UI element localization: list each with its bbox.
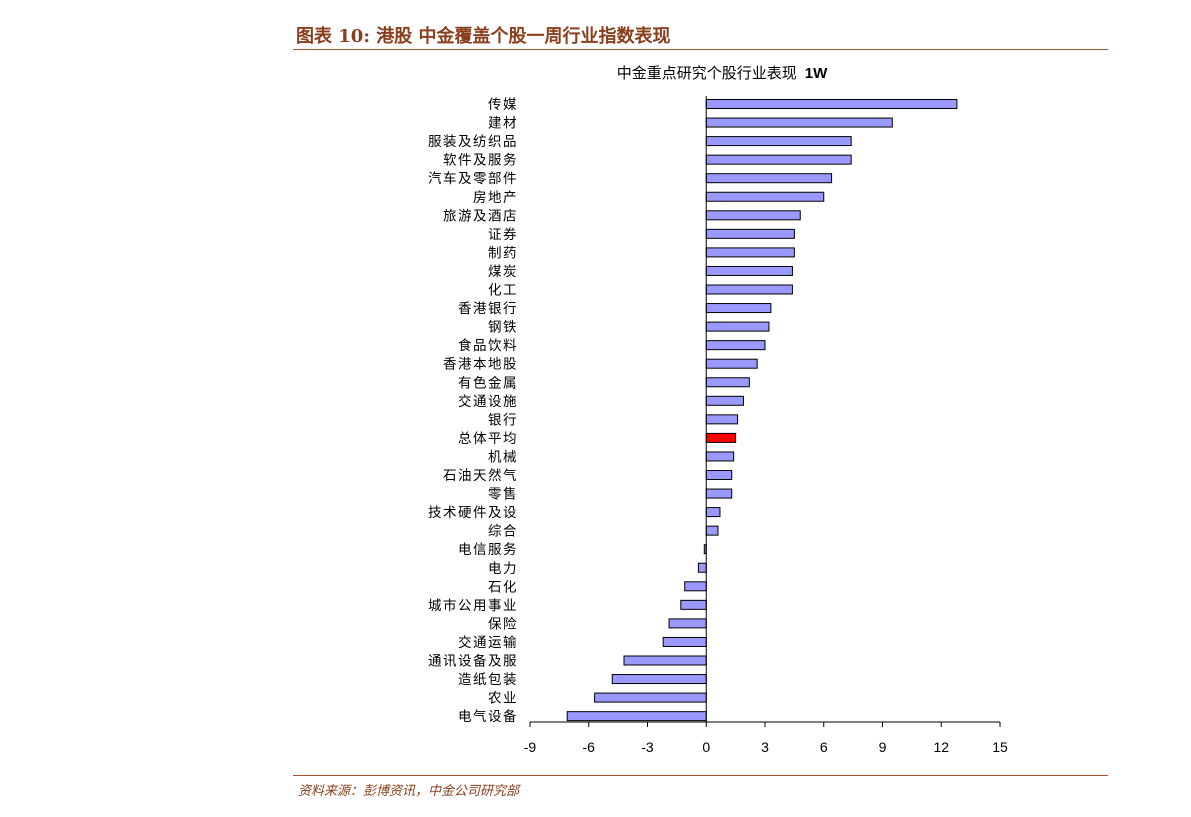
category-label-29: 交通运输: [458, 634, 518, 651]
chart-title-main: 中金重点研究个股行业表现: [617, 64, 797, 82]
category-label-2: 服装及纺织品: [428, 134, 518, 150]
category-label-27: 城市公用事业: [428, 597, 518, 614]
bar-2: [705, 136, 852, 147]
bar-20: [705, 470, 733, 480]
x-tick-label-4: 3: [761, 739, 769, 755]
category-label-7: 证券: [488, 227, 518, 243]
bar-33: [566, 711, 707, 722]
category-label-30: 通讯设备及服: [428, 653, 518, 670]
bar-9: [705, 265, 793, 276]
category-label-1: 建材: [488, 116, 518, 132]
bar-10: [705, 284, 793, 295]
category-label-28: 保险: [488, 616, 518, 632]
bar-25: [697, 562, 707, 573]
x-tick-label-1: -6: [583, 739, 596, 755]
bar-21: [705, 488, 733, 499]
figure-title: 图表 10: 港股 中金覆盖个股一周行业指数表现: [296, 26, 671, 47]
bar-18: [705, 432, 737, 443]
x-tick-label-2: -3: [641, 739, 654, 755]
bar-29: [662, 636, 707, 647]
category-label-16: 交通设施: [458, 393, 518, 410]
category-label-11: 香港银行: [458, 301, 518, 317]
bar-26: [684, 581, 707, 592]
category-label-19: 机械: [488, 449, 518, 465]
bar-15: [705, 377, 750, 388]
x-tick-label-3: 0: [702, 739, 710, 755]
chart-title-period: 1W: [805, 65, 828, 82]
category-label-18: 总体平均: [458, 431, 518, 447]
category-label-12: 钢铁: [488, 320, 518, 336]
category-label-9: 煤炭: [488, 264, 518, 280]
category-label-26: 石化: [488, 579, 518, 595]
bar-8: [705, 247, 795, 258]
category-label-21: 零售: [488, 487, 518, 503]
source-divider: [293, 775, 1108, 776]
bar-30: [623, 655, 707, 666]
bar-23: [705, 525, 719, 536]
x-tick-label-5: 6: [820, 739, 828, 755]
x-tick-label-7: 12: [933, 739, 949, 755]
category-label-14: 香港本地股: [443, 357, 518, 373]
bar-5: [705, 191, 825, 202]
bar-27: [680, 599, 707, 610]
bar-16: [705, 395, 744, 406]
bar-22: [705, 507, 721, 518]
x-axis: -9 -6 -3 0 3 6 9 12 15: [524, 721, 1008, 755]
bar-17: [705, 414, 739, 425]
category-label-10: 化工: [488, 283, 518, 299]
category-label-6: 旅游及酒店: [443, 208, 518, 224]
bar-3: [705, 154, 852, 165]
bar-28: [668, 618, 707, 629]
x-tick-label-0: -9: [524, 739, 537, 755]
category-label-33: 电气设备: [458, 708, 518, 725]
bar-4: [705, 173, 833, 184]
bar-32: [594, 692, 707, 703]
x-tick-label-6: 9: [879, 739, 887, 755]
category-label-13: 食品饮料: [458, 337, 518, 354]
category-label-17: 银行: [488, 412, 518, 428]
category-label-4: 汽车及零部件: [428, 170, 518, 187]
chart-title: 中金重点研究个股行业表现 1W: [617, 64, 828, 82]
category-label-5: 房地产: [473, 190, 518, 206]
category-label-8: 制药: [488, 245, 518, 261]
bar-13: [705, 340, 766, 351]
x-tick-label-8: 15: [992, 739, 1008, 755]
category-label-22: 技术硬件及设: [428, 505, 518, 521]
category-label-24: 电信服务: [458, 542, 518, 558]
category-label-0: 传媒: [488, 97, 518, 113]
bar-14: [705, 358, 758, 369]
category-labels: 传媒建材服装及纺织品软件及服务汽车及零部件房地产旅游及酒店证券制药煤炭化工香港银…: [428, 97, 518, 725]
source-note: 资料来源：彭博资讯，中金公司研究部: [298, 784, 520, 799]
bar-7: [705, 228, 795, 239]
bar-1: [705, 117, 893, 128]
bar-11: [705, 303, 772, 314]
category-label-3: 软件及服务: [443, 153, 518, 169]
bar-12: [705, 321, 770, 332]
category-label-23: 综合: [488, 524, 518, 540]
category-label-32: 农业: [488, 691, 518, 707]
title-divider: [293, 49, 1108, 50]
bar-31: [611, 674, 707, 685]
category-label-25: 电力: [488, 561, 518, 577]
bar-19: [705, 451, 735, 462]
bar-6: [705, 210, 801, 221]
category-label-15: 有色金属: [458, 374, 518, 391]
bars-group: [566, 99, 958, 722]
category-label-20: 石油天然气: [443, 467, 518, 484]
bar-0: [705, 99, 958, 109]
category-label-31: 造纸包装: [458, 672, 518, 688]
